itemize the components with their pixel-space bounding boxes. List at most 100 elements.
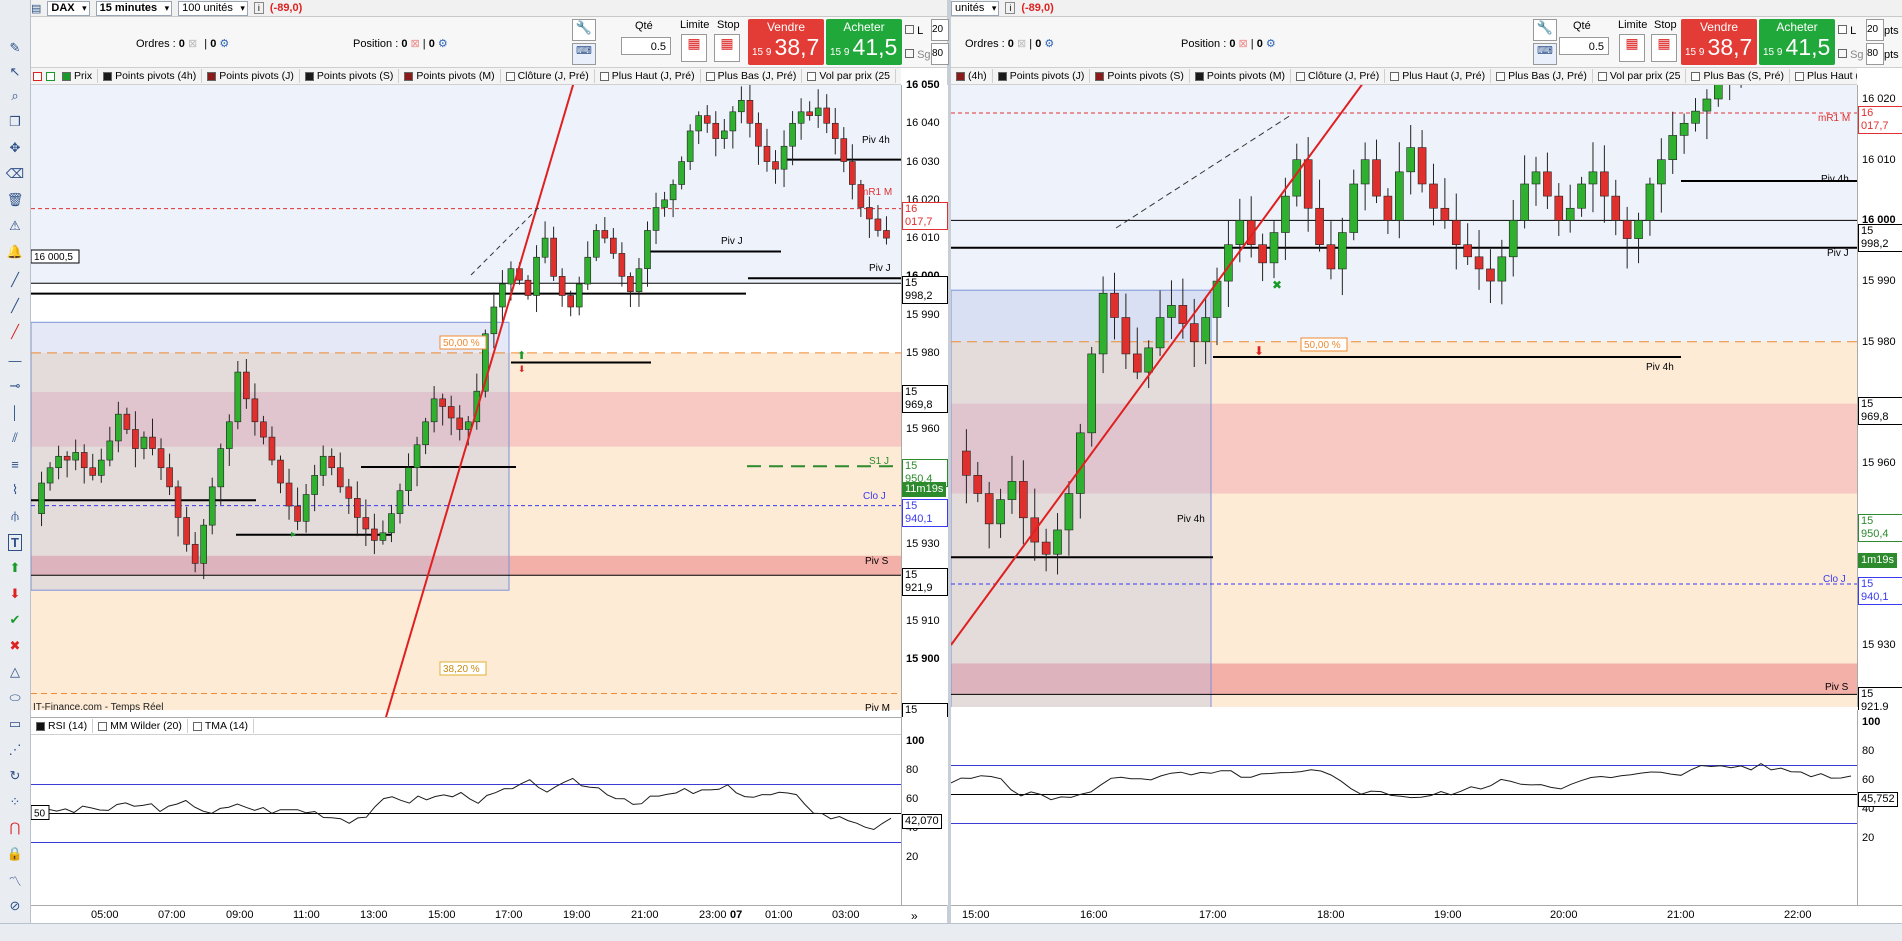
sg-checkbox[interactable]: [905, 49, 914, 58]
alert-icon[interactable]: ⚠: [9, 218, 21, 233]
units-select[interactable]: 100 unités: [178, 0, 248, 16]
right-legend-checkbox-1[interactable]: [997, 71, 1007, 81]
left-legend-item-7[interactable]: Plus Bas (J, Pré): [701, 69, 803, 83]
right-stop-order-icon[interactable]: ▦: [1651, 34, 1677, 62]
right-position-cancel-icon[interactable]: ⊠: [1238, 38, 1248, 50]
right-legend-checkbox-7[interactable]: [1597, 71, 1607, 81]
right-orders-cancel-icon[interactable]: ⊠: [1016, 38, 1027, 50]
right-legend-item-3[interactable]: Points pivots (M): [1190, 69, 1292, 83]
hide-icon[interactable]: ⊘: [9, 898, 21, 913]
right-legend-checkbox-4[interactable]: [1296, 71, 1306, 81]
left-legend-item-8[interactable]: Vol par prix (25: [802, 69, 897, 83]
pitchfork-icon[interactable]: ⫛: [11, 508, 19, 523]
right-legend-item-9[interactable]: Plus Haut (S,: [1790, 69, 1857, 83]
right-legend-checkbox-0[interactable]: [956, 71, 965, 81]
timeframe-select[interactable]: 15 minutes: [95, 0, 173, 16]
channel-icon[interactable]: ⫽: [12, 430, 18, 445]
cross-icon[interactable]: ✖: [9, 638, 21, 653]
right-buy-button[interactable]: Acheter 15 9 41,5: [1759, 19, 1835, 65]
position-settings-icon[interactable]: ⚙: [437, 38, 448, 50]
ellipse-icon[interactable]: ⬭: [9, 690, 21, 705]
copy-icon[interactable]: ❐: [9, 114, 21, 129]
bell-icon[interactable]: 🔔: [6, 244, 24, 259]
points-icon[interactable]: ⁘: [9, 794, 21, 809]
indicator-checkbox-2[interactable]: [192, 721, 202, 731]
left-legend-item-5[interactable]: Clôture (J, Pré): [501, 69, 595, 83]
left-legend-nav-0[interactable]: [33, 71, 42, 81]
left-rsi-axis[interactable]: 1008060402042,070: [901, 717, 948, 905]
right-units-select[interactable]: unités: [951, 0, 1000, 16]
indicator-item-2[interactable]: TMA (14): [188, 719, 255, 733]
pts2-input[interactable]: 80: [931, 43, 949, 65]
right-time-axis[interactable]: 15:00 16:00 17:00 18:00 19:00 20:00 21:00 22:00: [951, 905, 1902, 924]
right-limit-order-icon[interactable]: ▦: [1619, 34, 1645, 62]
info-icon[interactable]: i: [253, 2, 264, 14]
eraser-icon[interactable]: ⌫: [5, 166, 25, 181]
right-price-chart[interactable]: ⬇ ✖ mR1 M Piv 4h Piv J Piv 4h Piv 4h Clo J Piv S…: [951, 85, 1857, 707]
l-checkbox[interactable]: [905, 25, 914, 34]
line-tool-icon[interactable]: ╱: [11, 272, 19, 287]
right-legend-item-0[interactable]: (4h): [951, 69, 993, 83]
left-legend-nav-1[interactable]: [46, 71, 55, 81]
trash-icon[interactable]: 🗑: [6, 192, 24, 207]
right-price-axis[interactable]: 16 020 16 010 16 000 15 990 15 980 15 960 15 9…: [1857, 85, 1902, 716]
right-legend-item-6[interactable]: Plus Bas (J, Pré): [1491, 69, 1593, 83]
left-legend-checkbox-0[interactable]: [62, 71, 71, 81]
indicator-icon[interactable]: 〽: [8, 873, 22, 889]
horizontal-ray-icon[interactable]: ⊸: [9, 378, 21, 393]
left-time-axis[interactable]: 05:00 07:00 09:00 11:00 13:00 15:00 17:00 19:00…: [31, 905, 947, 924]
left-legend-checkbox-8[interactable]: [807, 71, 817, 81]
qty-input[interactable]: 0.5: [621, 37, 671, 55]
right-legend-checkbox-8[interactable]: [1691, 71, 1701, 81]
check-icon[interactable]: ✔: [9, 612, 21, 627]
position-cancel-icon[interactable]: ⊠: [410, 38, 420, 50]
left-legend-checkbox-2[interactable]: [207, 71, 217, 81]
text-icon[interactable]: T: [5, 532, 25, 552]
orders-cancel-icon[interactable]: ⊠: [187, 38, 198, 50]
fib-fan-icon[interactable]: ⌇: [11, 482, 19, 497]
right-legend-checkbox-3[interactable]: [1194, 71, 1204, 81]
right-legend-item-2[interactable]: Points pivots (S): [1090, 69, 1190, 83]
left-time-scroll-icon[interactable]: »: [911, 909, 918, 923]
pencil-icon[interactable]: ✎: [9, 40, 21, 55]
trend-red-icon[interactable]: ╱: [11, 324, 19, 339]
horizontal-line-icon[interactable]: —: [8, 352, 22, 368]
fibonacci-icon[interactable]: ≡: [11, 456, 19, 472]
indicator-checkbox-0[interactable]: [36, 721, 45, 731]
lock-icon[interactable]: 🔒: [6, 846, 24, 861]
right-pts1-input[interactable]: 20: [1866, 19, 1884, 41]
indicator-item-1[interactable]: MM Wilder (20): [93, 719, 188, 733]
polyline-icon[interactable]: ⋰: [8, 742, 22, 757]
pts1-input[interactable]: 20: [931, 19, 949, 41]
left-legend-checkbox-6[interactable]: [599, 71, 609, 81]
sell-button[interactable]: Vendre 15 9 38,7: [748, 19, 824, 65]
chart-type-icon[interactable]: ▤: [31, 2, 42, 15]
right-rsi-axis[interactable]: 100 80 60 40 20 45,752: [1857, 710, 1902, 905]
right-rsi-chart[interactable]: [951, 710, 1857, 905]
left-price-chart[interactable]: ⬆ ⬇ ▸ Piv 4h mR1 M Piv J Piv J S1 J Clo J Piv S Pi…: [31, 85, 901, 717]
triangle-icon[interactable]: △: [10, 664, 20, 679]
left-legend-checkbox-3[interactable]: [304, 71, 314, 81]
limit-order-icon[interactable]: ▦: [681, 34, 707, 62]
rectangle-icon[interactable]: ▭: [8, 716, 22, 731]
right-sell-button[interactable]: Vendre 15 9 38,7: [1681, 19, 1757, 65]
right-legend-checkbox-5[interactable]: [1390, 71, 1400, 81]
orders-settings-icon[interactable]: ⚙: [219, 38, 230, 50]
indicator-checkbox-1[interactable]: [98, 721, 108, 731]
left-legend-item-3[interactable]: Points pivots (S): [300, 69, 400, 83]
buy-button[interactable]: Acheter 15 9 41,5: [826, 19, 902, 65]
right-legend-checkbox-6[interactable]: [1496, 71, 1506, 81]
left-legend-checkbox-7[interactable]: [705, 71, 715, 81]
right-legend-item-5[interactable]: Plus Haut (J, Pré): [1385, 69, 1492, 83]
cycle-icon[interactable]: ↻: [9, 768, 21, 783]
right-qty-input[interactable]: 0.5: [1559, 37, 1609, 55]
ray-tool-icon[interactable]: ╱: [11, 298, 19, 313]
left-legend-item-0[interactable]: Prix: [57, 69, 99, 83]
right-position-settings-icon[interactable]: ⚙: [1265, 38, 1276, 50]
right-legend-item-7[interactable]: Vol par prix (25: [1593, 69, 1687, 83]
right-legend-item-8[interactable]: Plus Bas (S, Pré): [1686, 69, 1791, 83]
cursor-icon[interactable]: ↖: [9, 64, 21, 79]
right-sg-checkbox[interactable]: [1838, 49, 1847, 58]
right-legend-checkbox-2[interactable]: [1095, 71, 1105, 81]
